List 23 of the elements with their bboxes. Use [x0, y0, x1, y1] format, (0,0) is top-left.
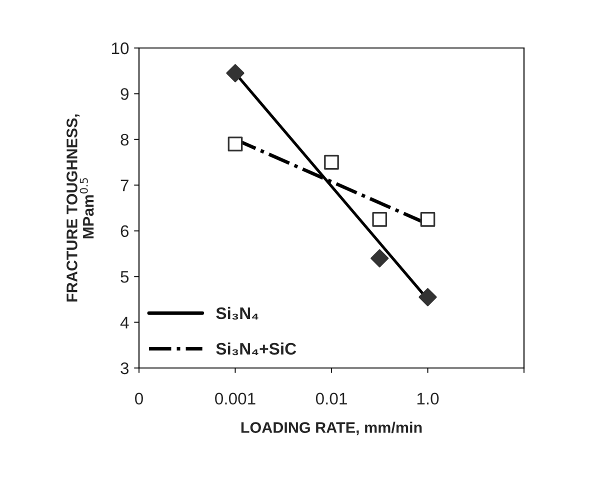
- y-tick-label: 6: [120, 225, 129, 238]
- point: [370, 249, 389, 268]
- x-tick-label: 0.001: [215, 392, 256, 405]
- y-tick-label: 7: [120, 180, 128, 192]
- y-tick-label: 5: [120, 271, 129, 283]
- point: [418, 288, 437, 306]
- y-tick-label: 9: [120, 88, 128, 100]
- y-tick-label: 4: [120, 316, 129, 328]
- point: [420, 212, 436, 227]
- x-tick-label: 0: [135, 392, 143, 405]
- point: [226, 64, 244, 82]
- point: [372, 212, 388, 227]
- point: [228, 136, 243, 152]
- y-axis-title: FRACTURE TOUGHNESS, MPam$^{0.5}$: [66, 114, 94, 302]
- y-tick-label: 3: [120, 362, 129, 374]
- x-tick-label: 1.0: [417, 392, 439, 405]
- x-tick-label: 0.01: [316, 392, 347, 405]
- x-axis-title: LOADING RATE, mm/min: [241, 422, 422, 436]
- legend-label: Si₃N₄: [216, 306, 258, 320]
- y-tick-label: 8: [120, 134, 129, 146]
- point: [324, 154, 339, 170]
- legend-label: Si₃N₄+SiC: [216, 342, 296, 356]
- y-tick-label: 10: [112, 42, 129, 54]
